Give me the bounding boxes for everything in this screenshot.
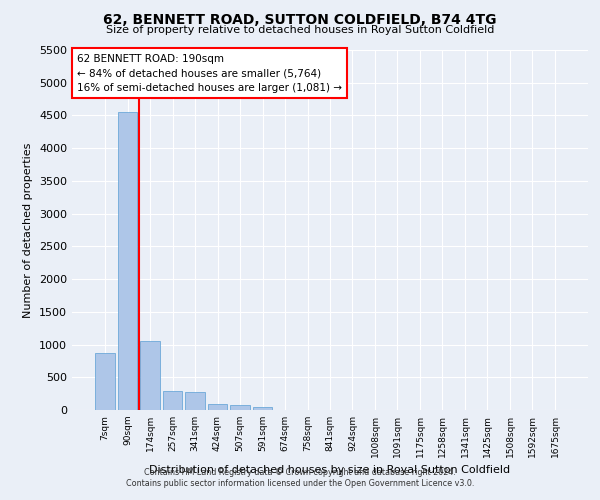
Bar	[163, 391, 182, 410]
Bar	[253, 406, 272, 410]
Bar	[140, 340, 160, 410]
X-axis label: Distribution of detached houses by size in Royal Sutton Coldfield: Distribution of detached houses by size …	[149, 466, 511, 475]
Bar	[185, 392, 205, 410]
Bar	[118, 112, 137, 410]
Text: 62, BENNETT ROAD, SUTTON COLDFIELD, B74 4TG: 62, BENNETT ROAD, SUTTON COLDFIELD, B74 …	[103, 12, 497, 26]
Bar	[208, 404, 227, 410]
Bar	[95, 353, 115, 410]
Text: 62 BENNETT ROAD: 190sqm
← 84% of detached houses are smaller (5,764)
16% of semi: 62 BENNETT ROAD: 190sqm ← 84% of detache…	[77, 54, 342, 93]
Text: Contains HM Land Registry data © Crown copyright and database right 2024.
Contai: Contains HM Land Registry data © Crown c…	[126, 468, 474, 487]
Text: Size of property relative to detached houses in Royal Sutton Coldfield: Size of property relative to detached ho…	[106, 25, 494, 35]
Y-axis label: Number of detached properties: Number of detached properties	[23, 142, 34, 318]
Bar	[230, 405, 250, 410]
